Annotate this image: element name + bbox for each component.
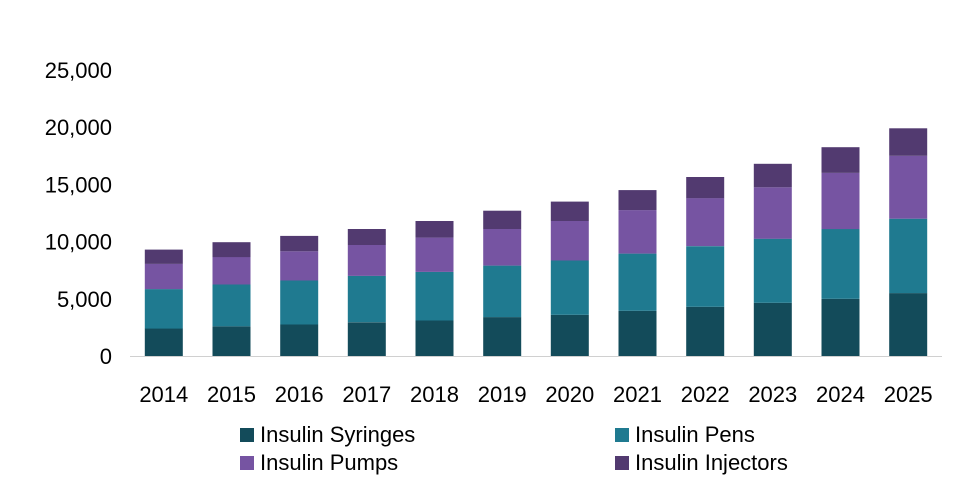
legend-swatch (615, 456, 629, 470)
bar-segment-insulin-pens-2019 (483, 265, 522, 318)
bar-segment-insulin-pumps-2018 (415, 237, 454, 272)
y-tick-label: 15,000 (45, 172, 112, 197)
bar-segment-insulin-syringes-2019 (483, 317, 522, 356)
x-tick-label: 2018 (410, 382, 459, 407)
bar-segment-insulin-syringes-2025 (889, 293, 928, 356)
bar-segment-insulin-syringes-2014 (144, 328, 183, 356)
bar-segment-insulin-syringes-2020 (550, 314, 589, 356)
bar-segment-insulin-syringes-2024 (821, 298, 860, 356)
x-tick-label: 2025 (884, 382, 933, 407)
bar-segment-insulin-pens-2016 (280, 280, 319, 325)
y-tick-label: 10,000 (45, 230, 112, 255)
bar-segment-insulin-pens-2017 (347, 275, 386, 323)
bar-segment-insulin-syringes-2018 (415, 320, 454, 356)
bar-segment-insulin-pumps-2019 (483, 229, 522, 266)
bar-segment-insulin-pens-2025 (889, 218, 928, 294)
bar-segment-insulin-pumps-2022 (686, 198, 725, 247)
legend: Insulin Syringes Insulin Pens Insulin Pump… (240, 422, 880, 476)
legend-item: Insulin Syringes (240, 422, 615, 448)
bar-segment-insulin-pens-2024 (821, 229, 860, 299)
x-tick-label: 2024 (816, 382, 865, 407)
legend-item: Insulin Pumps (240, 450, 615, 476)
legend-item: Insulin Injectors (615, 450, 880, 476)
bar-segment-insulin-pumps-2014 (144, 263, 183, 290)
bar-segment-insulin-pens-2014 (144, 289, 183, 329)
bar-segment-insulin-pumps-2025 (889, 155, 928, 219)
legend-label: Insulin Pumps (260, 450, 399, 475)
legend-label: Insulin Injectors (635, 450, 788, 475)
legend-label: Insulin Syringes (260, 422, 416, 447)
bar-segment-insulin-syringes-2016 (280, 324, 319, 356)
x-tick-label: 2016 (275, 382, 324, 407)
y-tick-label: 20,000 (45, 115, 112, 140)
bar-segment-insulin-pumps-2024 (821, 173, 860, 230)
bar-segment-insulin-pens-2022 (686, 246, 725, 307)
bar-segment-insulin-injectors-2019 (483, 210, 522, 229)
bar-segment-insulin-injectors-2025 (889, 128, 928, 156)
x-tick-label: 2021 (613, 382, 662, 407)
bar-segment-insulin-syringes-2015 (212, 326, 251, 356)
bar-segment-insulin-pens-2021 (618, 253, 657, 311)
legend-swatch (240, 428, 254, 442)
x-tick-label: 2017 (342, 382, 391, 407)
bar-segment-insulin-pumps-2015 (212, 257, 251, 285)
bar-segment-insulin-injectors-2016 (280, 235, 319, 252)
stacked-bar-chart: 0 5,000 10,000 15,000 20,000 25,000 2014 2015 20… (45, 58, 942, 407)
bar-segment-insulin-pens-2018 (415, 271, 454, 321)
bar-segment-insulin-pumps-2020 (550, 221, 589, 261)
x-tick-label: 2022 (681, 382, 730, 407)
legend-item: Insulin Pens (615, 422, 880, 448)
bar-segment-insulin-injectors-2024 (821, 147, 860, 173)
bar-segment-insulin-injectors-2014 (144, 249, 183, 264)
bar-segment-insulin-pens-2023 (753, 238, 792, 303)
x-tick-label: 2014 (139, 382, 188, 407)
bar-segment-insulin-pens-2020 (550, 260, 589, 315)
bar-segment-insulin-injectors-2020 (550, 201, 589, 221)
legend-swatch (240, 456, 254, 470)
bar-segment-insulin-syringes-2017 (347, 322, 386, 356)
bar-segment-insulin-injectors-2022 (686, 177, 725, 199)
bar-segment-insulin-syringes-2023 (753, 302, 792, 356)
bar-segment-insulin-injectors-2023 (753, 163, 792, 188)
bar-segment-insulin-syringes-2021 (618, 310, 657, 356)
bar-segment-insulin-injectors-2018 (415, 221, 454, 238)
bar-segment-insulin-injectors-2015 (212, 242, 251, 258)
legend-label: Insulin Pens (635, 422, 755, 447)
x-tick-label: 2023 (748, 382, 797, 407)
bar-segment-insulin-syringes-2022 (686, 306, 725, 356)
x-tick-label: 2020 (545, 382, 594, 407)
x-tick-label: 2015 (207, 382, 256, 407)
y-tick-label: 0 (100, 344, 112, 369)
y-tick-label: 5,000 (57, 287, 112, 312)
x-tick-label: 2019 (478, 382, 527, 407)
bar-segment-insulin-pumps-2016 (280, 251, 319, 281)
bar-segment-insulin-pens-2015 (212, 284, 251, 327)
bar-segment-insulin-pumps-2023 (753, 187, 792, 239)
y-tick-label: 25,000 (45, 58, 112, 83)
bar-segment-insulin-pumps-2021 (618, 210, 657, 254)
bar-segment-insulin-injectors-2017 (347, 229, 386, 245)
bar-segment-insulin-pumps-2017 (347, 245, 386, 276)
legend-swatch (615, 428, 629, 442)
bar-segment-insulin-injectors-2021 (618, 190, 657, 211)
